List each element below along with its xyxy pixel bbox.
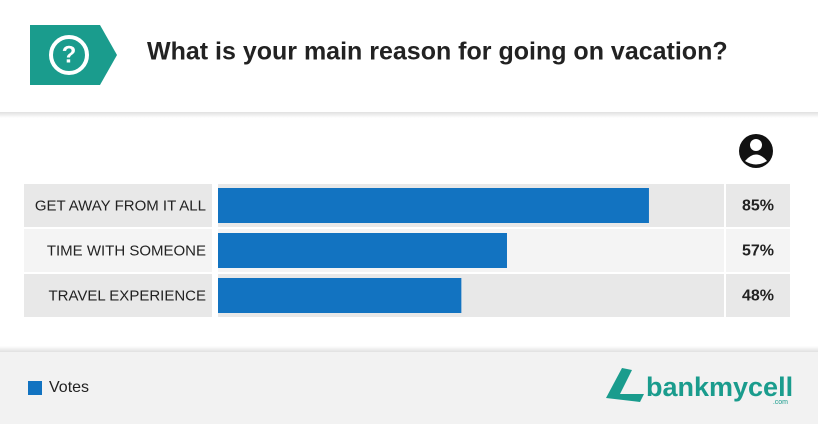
bar bbox=[218, 233, 507, 268]
bar bbox=[218, 188, 649, 223]
value-label: 85% bbox=[742, 198, 774, 215]
footer bbox=[0, 352, 818, 424]
logo: bankmycell .com bbox=[606, 368, 793, 406]
label-separator bbox=[212, 229, 218, 272]
label-separator bbox=[212, 274, 218, 317]
category-label: TRAVEL EXPERIENCE bbox=[48, 287, 206, 304]
footer-shadow bbox=[0, 346, 818, 352]
plot: GET AWAY FROM IT ALL TIME WITH SOMEONE TRA… bbox=[24, 184, 790, 317]
bar bbox=[218, 278, 462, 313]
header-shadow bbox=[0, 112, 818, 118]
category-label: TIME WITH SOMEONE bbox=[47, 242, 206, 259]
value-label: 48% bbox=[742, 288, 774, 305]
question-circle bbox=[49, 35, 89, 75]
value-separator bbox=[724, 274, 726, 317]
legend-swatch bbox=[28, 381, 42, 395]
value-separator bbox=[724, 184, 726, 227]
logo-text: bankmycell bbox=[646, 372, 793, 402]
category-label: GET AWAY FROM IT ALL bbox=[35, 197, 206, 214]
legend-label: Votes bbox=[49, 379, 89, 396]
question-badge bbox=[30, 25, 117, 85]
value-separator bbox=[724, 229, 726, 272]
chart-title: What is your main reason for going on va… bbox=[147, 38, 728, 66]
label-separator bbox=[212, 184, 218, 227]
person-icon bbox=[739, 134, 773, 168]
question-mark: ? bbox=[62, 41, 77, 68]
logo-suffix: .com bbox=[773, 399, 788, 406]
value-label: 57% bbox=[742, 243, 774, 260]
